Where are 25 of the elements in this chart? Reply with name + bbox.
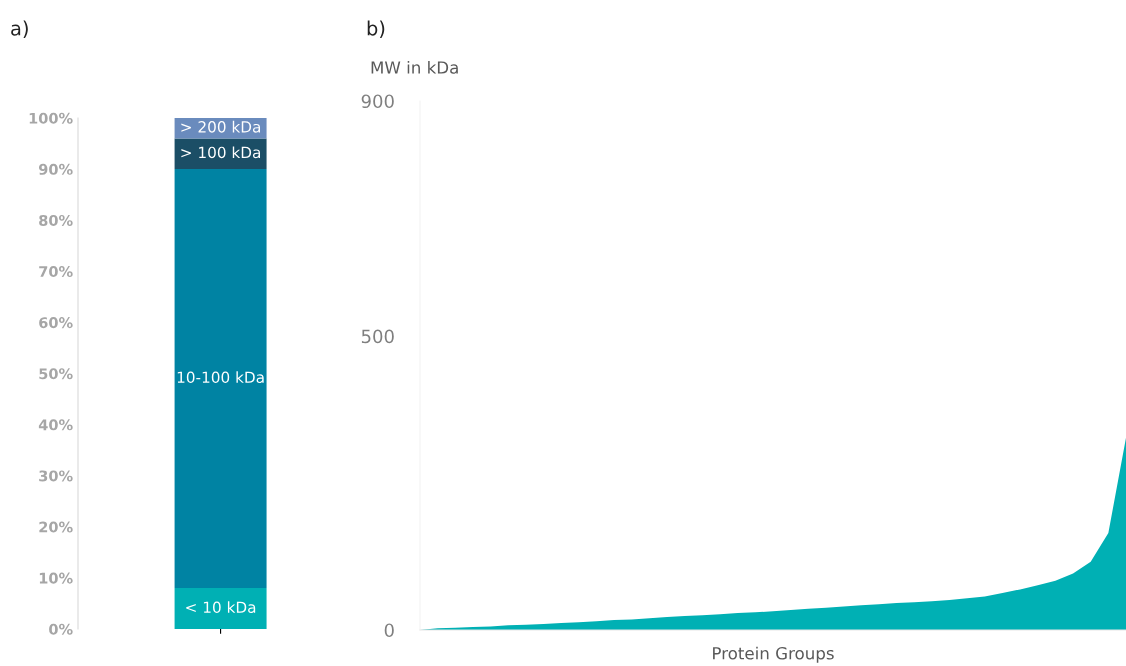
y-axis-title: MW in kDa bbox=[371, 60, 458, 74]
y-tick-label: 0 bbox=[384, 623, 394, 638]
series-label: < 10 kDa bbox=[186, 601, 256, 613]
y-tick-label: 0% bbox=[49, 623, 73, 635]
y-tick-label: 50% bbox=[39, 368, 73, 380]
chart-title: b) bbox=[367, 20, 385, 38]
chart-title: a) bbox=[11, 20, 28, 38]
y-tick-label: 40% bbox=[38, 419, 73, 431]
bar bbox=[174, 588, 267, 629]
y-tick-label: 900 bbox=[361, 94, 394, 109]
y-tick-label: 80% bbox=[39, 214, 73, 226]
y-tick-label: 10% bbox=[39, 572, 73, 584]
bar bbox=[174, 138, 267, 170]
y-tick-label: 100% bbox=[29, 112, 73, 124]
x-axis-title: Protein Groups bbox=[713, 646, 834, 663]
y-tick-label: 30% bbox=[39, 470, 73, 482]
series-label: > 100 kDa bbox=[181, 146, 261, 159]
y-tick-label: 500 bbox=[361, 329, 394, 344]
y-tick-label: 60% bbox=[39, 317, 73, 329]
series-label: 10-100 kDa bbox=[177, 371, 264, 384]
series-label: > 200 kDa bbox=[181, 120, 261, 133]
y-tick-label: 70% bbox=[39, 266, 73, 278]
y-tick-label: 90% bbox=[38, 163, 73, 175]
y-tick-label: 20% bbox=[39, 521, 73, 533]
bar bbox=[174, 169, 267, 589]
